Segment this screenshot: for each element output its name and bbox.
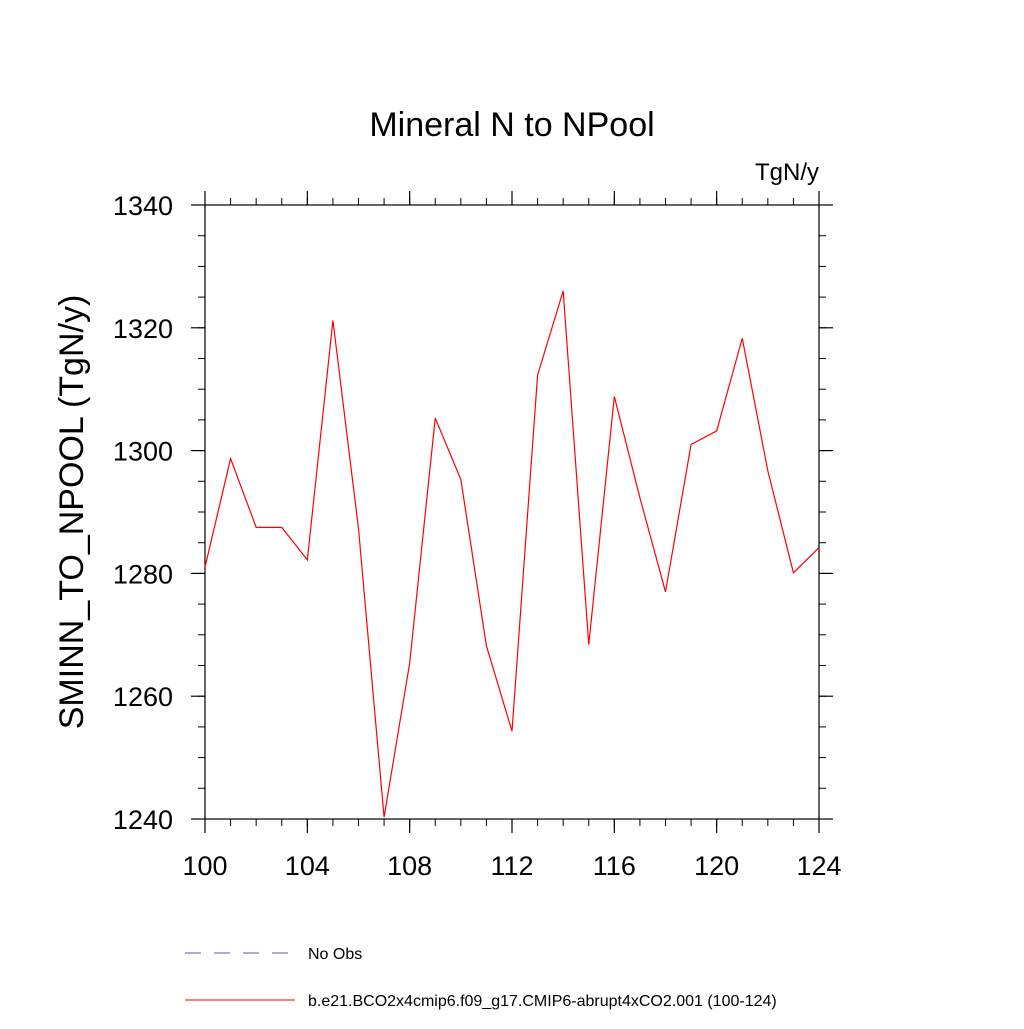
legend: No Obs b.e21.BCO2x4cmip6.f09_g17.CMIP6-ab… <box>185 946 777 1010</box>
y-tick-label: 1340 <box>113 191 173 221</box>
y-tick-label: 1240 <box>113 805 173 835</box>
x-tick-label: 124 <box>796 851 841 881</box>
legend-label-1: b.e21.BCO2x4cmip6.f09_g17.CMIP6-abrupt4x… <box>308 993 777 1010</box>
units-label: TgN/y <box>755 159 819 186</box>
x-tick-label: 108 <box>387 851 432 881</box>
x-tick-label: 100 <box>182 851 227 881</box>
y-axis-label: SMINN_TO_NPOOL (TgN/y) <box>53 295 91 730</box>
x-tick-label: 120 <box>694 851 739 881</box>
x-tick-label: 116 <box>593 851 636 881</box>
series-layer <box>204 290 820 818</box>
chart-title: Mineral N to NPool <box>369 106 654 144</box>
y-tick-label: 1260 <box>113 682 173 712</box>
y-tick-label: 1300 <box>113 437 173 467</box>
series-line-1 <box>204 290 820 818</box>
x-tick-label: 112 <box>490 851 533 881</box>
x-tick-label: 104 <box>285 851 330 881</box>
legend-label-0: No Obs <box>308 946 362 963</box>
axes: 100 104 108 112 116 120 124 1240 1260 1280 1300 132… <box>113 191 842 881</box>
y-tick-label: 1320 <box>113 314 173 344</box>
y-tick-label: 1280 <box>113 559 173 589</box>
